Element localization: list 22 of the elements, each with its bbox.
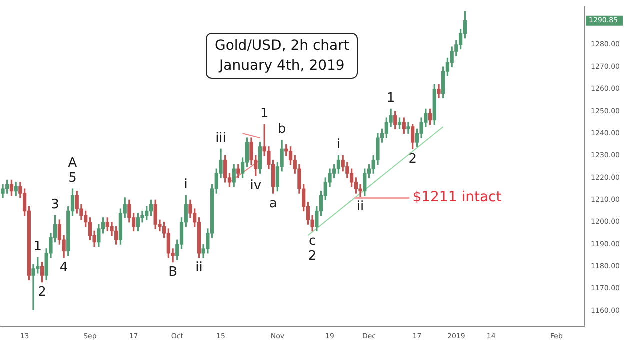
text: 1 <box>34 240 42 255</box>
ref-line-label: $1211 intact <box>412 190 502 206</box>
candlestick <box>406 122 410 134</box>
text: i <box>184 178 188 193</box>
text: 3 <box>51 198 60 213</box>
text: ii <box>356 200 364 215</box>
text: A 5 <box>68 156 78 186</box>
text: b <box>278 122 286 138</box>
text: c 2 <box>308 234 317 264</box>
text: 1 <box>260 106 269 122</box>
text: 4 <box>60 260 68 276</box>
text: Gold/USD, 2h chart <box>215 37 350 56</box>
text: B <box>168 265 178 280</box>
text: 2 <box>38 285 46 300</box>
text: i <box>336 138 341 153</box>
text: 1 <box>386 91 396 106</box>
text: a <box>269 196 278 212</box>
text: iii <box>216 131 226 146</box>
text: 2 <box>408 152 417 168</box>
text: iv <box>250 178 262 194</box>
text: January 4th, 2019 <box>218 57 346 76</box>
text: ii <box>196 260 203 276</box>
